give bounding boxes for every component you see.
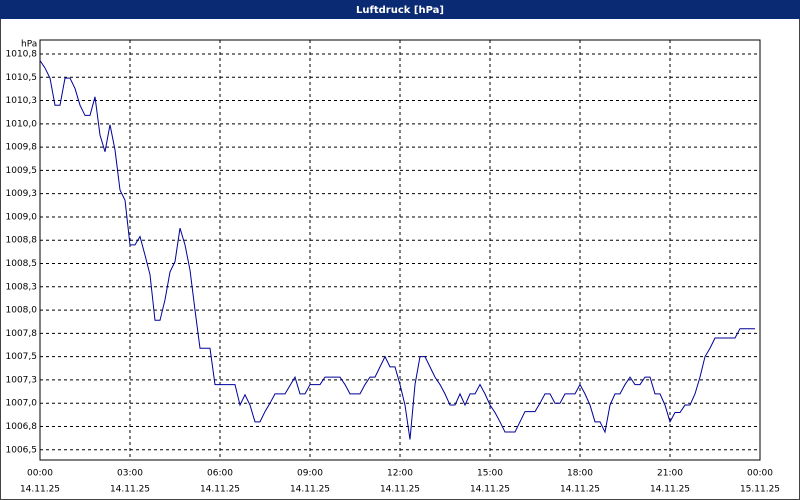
y-tick-label: 1008,3 [6, 282, 38, 292]
x-tick-label: 15:00 [477, 469, 503, 479]
y-tick-label: 1010,3 [6, 96, 38, 106]
y-tick-label: 1010,8 [6, 49, 38, 59]
x-tick-date: 14.11.25 [110, 485, 150, 495]
y-tick-label: 1008,0 [6, 306, 38, 316]
x-tick-date: 14.11.25 [380, 485, 420, 495]
x-tick-date: 14.11.25 [470, 485, 510, 495]
title-bar [0, 0, 800, 19]
y-tick-label: 1007,3 [6, 375, 38, 385]
x-tick-label: 21:00 [657, 469, 683, 479]
x-tick-date: 14.11.25 [20, 485, 60, 495]
y-tick-label: 1006,8 [6, 422, 38, 432]
x-tick-label: 00:00 [27, 469, 53, 479]
x-tick-label: 00:00 [747, 469, 773, 479]
data-line [39, 60, 755, 440]
chart-title: Luftdruck [hPa] [356, 5, 444, 16]
x-tick-label: 06:00 [207, 469, 233, 479]
y-tick-label: 1007,5 [6, 352, 38, 362]
x-tick-label: 18:00 [567, 469, 593, 479]
y-tick-label: 1010,0 [6, 119, 38, 129]
y-tick-label: 1009,5 [6, 166, 38, 176]
y-tick-label: 1009,3 [6, 189, 38, 199]
x-tick-label: 12:00 [387, 469, 413, 479]
y-tick-label: 1008,5 [6, 259, 38, 269]
y-tick-label: 1009,8 [6, 143, 38, 153]
x-tick-date: 14.11.25 [290, 485, 330, 495]
y-tick-label: 1007,0 [6, 399, 38, 409]
y-tick-label: 1010,5 [6, 73, 38, 83]
x-tick-date: 14.11.25 [200, 485, 240, 495]
x-tick-date: 14.11.25 [560, 485, 600, 495]
y-tick-label: 1007,8 [6, 329, 38, 339]
x-tick-label: 03:00 [117, 469, 143, 479]
x-tick-label: 09:00 [297, 469, 323, 479]
y-tick-label: 1009,0 [6, 212, 38, 222]
x-tick-date: 15.11.25 [740, 485, 780, 495]
y-tick-label: 1006,5 [6, 445, 38, 455]
y-tick-label: 1008,8 [6, 236, 38, 246]
y-unit-label: hPa [21, 40, 37, 50]
x-tick-date: 14.11.25 [650, 485, 690, 495]
